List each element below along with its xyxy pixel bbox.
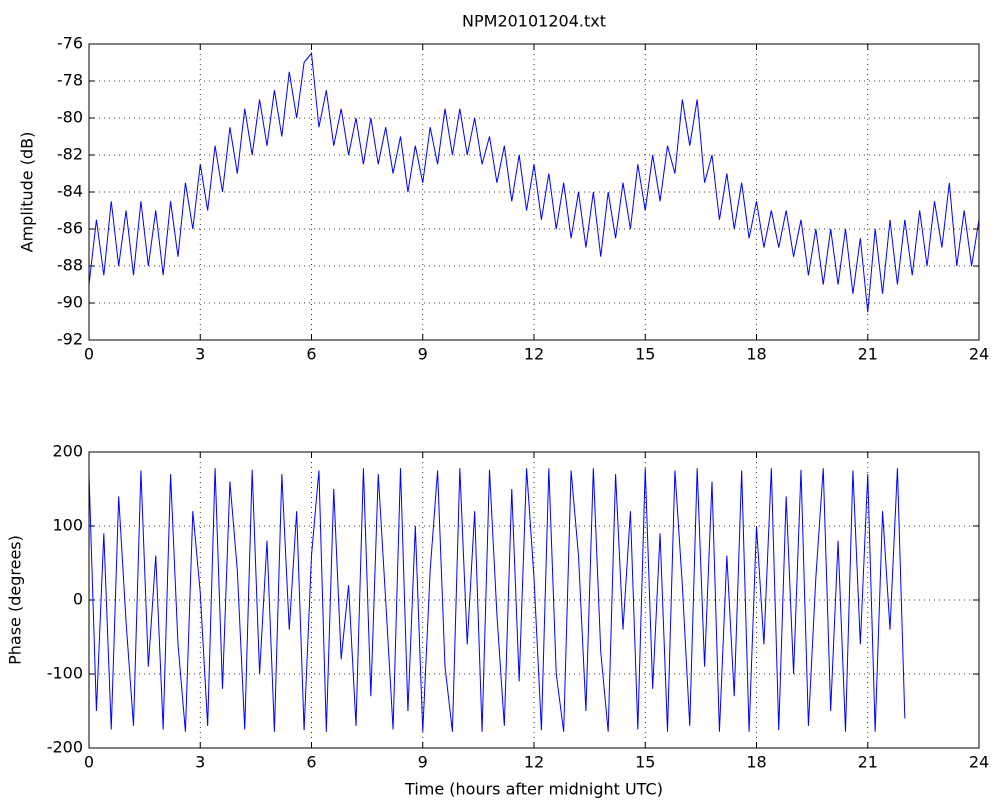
- y-tick-label: -80: [57, 108, 83, 127]
- y-tick-label: -92: [57, 330, 83, 349]
- axes-frame: [88, 43, 980, 341]
- y-tick-label: 100: [52, 516, 83, 535]
- x-tick-label: 18: [746, 345, 766, 364]
- x-tick-label: 18: [746, 753, 766, 772]
- x-tick-label: 12: [524, 345, 544, 364]
- y-tick-label: 0: [73, 590, 83, 609]
- x-tick-label: 9: [418, 345, 428, 364]
- y-tick-label: -86: [57, 219, 83, 238]
- chart-title: NPM20101204.txt: [462, 12, 606, 31]
- axes-frame: [88, 451, 980, 749]
- y-tick-label: -76: [57, 34, 83, 53]
- x-tick-label: 21: [858, 345, 878, 364]
- x-tick-label: 9: [418, 753, 428, 772]
- y-axis-label: Amplitude (dB): [18, 132, 37, 253]
- x-tick-label: 24: [969, 753, 989, 772]
- x-tick-label: 24: [969, 345, 989, 364]
- x-tick-label: 12: [524, 753, 544, 772]
- y-tick-label: -100: [47, 664, 83, 683]
- data-line: [88, 51, 980, 313]
- x-tick-label: 6: [306, 753, 316, 772]
- x-tick-label: 0: [84, 345, 94, 364]
- y-tick-label: -84: [57, 182, 83, 201]
- y-tick-label: 200: [52, 442, 83, 461]
- y-tick-label: -200: [47, 738, 83, 757]
- x-axis-label: Time (hours after midnight UTC): [404, 780, 663, 799]
- x-tick-label: 21: [858, 753, 878, 772]
- x-tick-label: 6: [306, 345, 316, 364]
- y-tick-label: -88: [57, 256, 83, 275]
- y-tick-label: -78: [57, 71, 83, 90]
- data-line: [88, 468, 906, 732]
- x-tick-label: 3: [195, 345, 205, 364]
- y-tick-label: -82: [57, 145, 83, 164]
- x-tick-label: 0: [84, 753, 94, 772]
- y-axis-label: Phase (degrees): [6, 535, 25, 665]
- y-tick-label: -90: [57, 293, 83, 312]
- x-tick-label: 15: [635, 345, 655, 364]
- x-tick-label: 3: [195, 753, 205, 772]
- x-tick-label: 15: [635, 753, 655, 772]
